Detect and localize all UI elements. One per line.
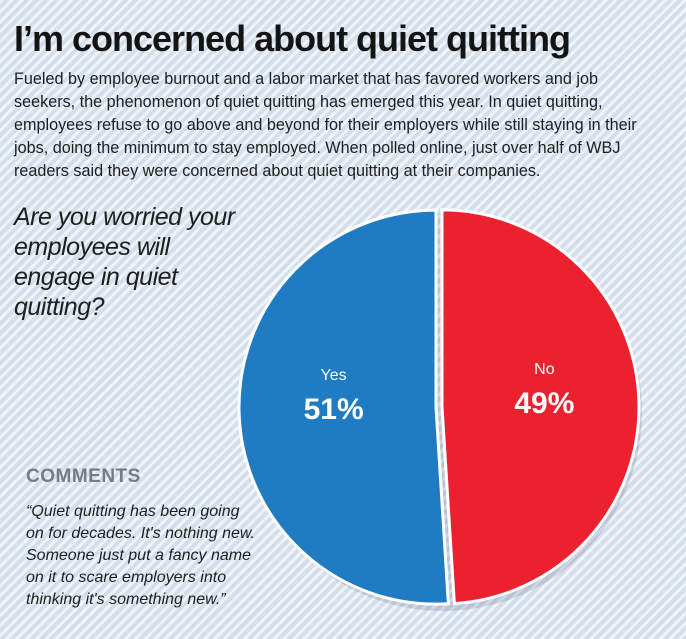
slice-value-yes: 51%	[304, 393, 364, 426]
comments-heading: COMMENTS	[26, 466, 141, 487]
page-title: I’m concerned about quiet quitting	[14, 18, 571, 59]
slice-value-no: 49%	[514, 387, 574, 420]
intro-paragraph: Fueled by employee burnout and a labor m…	[14, 70, 637, 180]
pie-slice-no	[440, 208, 641, 606]
comment-quote: “Quiet quitting has been going on for de…	[26, 503, 255, 608]
slice-label-yes: Yes	[321, 367, 347, 384]
pie-slice-yes	[237, 208, 450, 606]
chart-title: Are you worried your employees will enga…	[14, 203, 235, 321]
slice-label-no: No	[534, 361, 555, 378]
